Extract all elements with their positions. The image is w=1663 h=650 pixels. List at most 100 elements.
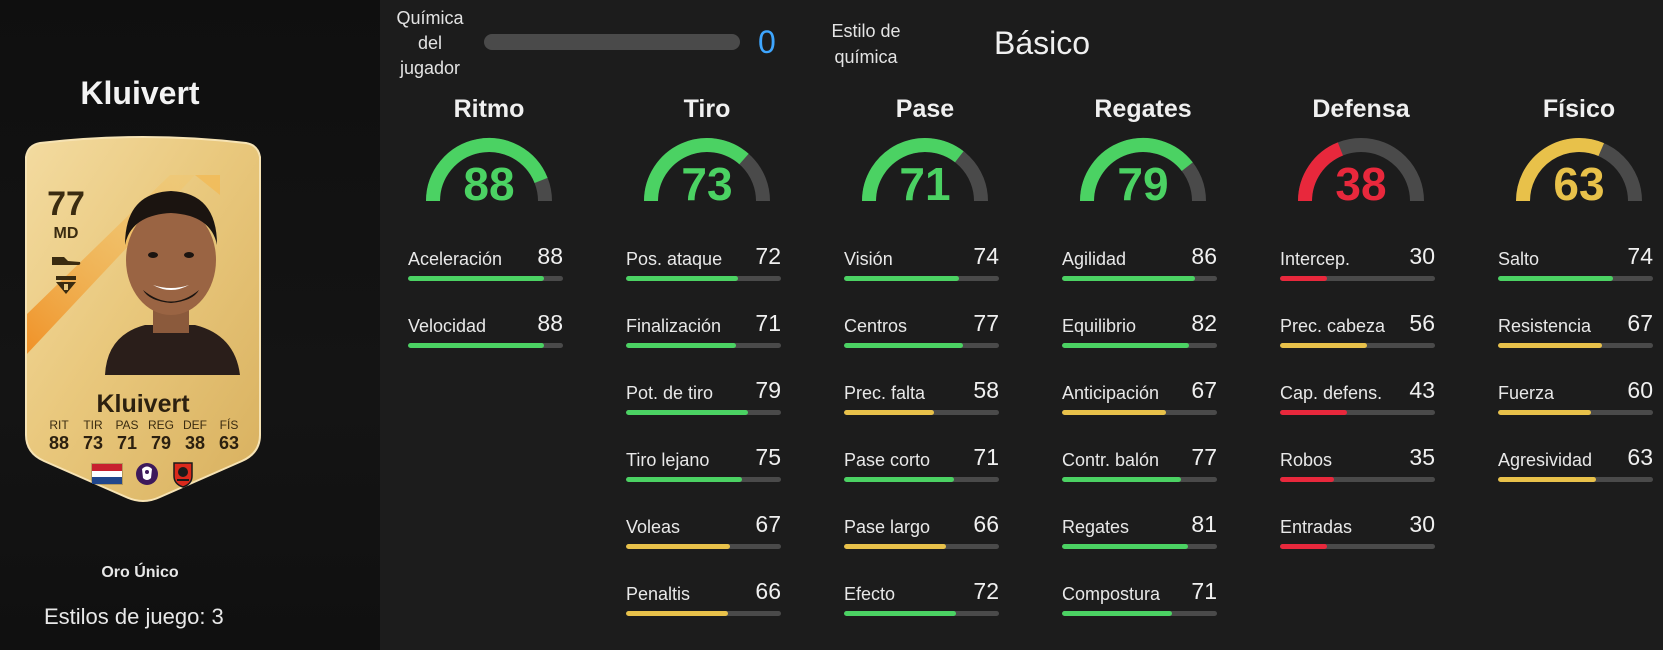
card-stat-label: FÍS bbox=[219, 418, 239, 432]
attribute-row[interactable]: Efecto 72 bbox=[844, 577, 999, 616]
attribute-row[interactable]: Pase corto 71 bbox=[844, 443, 999, 482]
attribute-row[interactable]: Regates 81 bbox=[1062, 510, 1217, 549]
attribute-bar bbox=[844, 611, 999, 616]
attribute-row[interactable]: Anticipación 67 bbox=[1062, 376, 1217, 415]
attribute-row[interactable]: Prec. cabeza 56 bbox=[1280, 309, 1435, 348]
attribute-value: 56 bbox=[1409, 310, 1435, 336]
attribute-bar bbox=[1280, 410, 1435, 415]
attribute-value: 82 bbox=[1191, 310, 1217, 336]
attribute-row[interactable]: Pot. de tiro 79 bbox=[626, 376, 781, 415]
attribute-name: Compostura bbox=[1062, 584, 1161, 604]
attribute-bar-fill bbox=[1498, 276, 1613, 281]
card-rating: 77 bbox=[47, 185, 85, 223]
attribute-name: Pase corto bbox=[844, 450, 931, 470]
attribute-row[interactable]: Voleas 67 bbox=[626, 510, 781, 549]
attribute-bar bbox=[1498, 410, 1653, 415]
attribute-row[interactable]: Cap. defens. 43 bbox=[1280, 376, 1435, 415]
card-stat-value: 63 bbox=[218, 433, 240, 453]
attribute-bar bbox=[1062, 611, 1217, 616]
attribute-row[interactable]: Entradas 30 bbox=[1280, 510, 1435, 549]
attribute-bar-fill bbox=[1062, 544, 1188, 549]
attribute-name: Aceleración bbox=[408, 249, 503, 269]
attribute-row[interactable]: Prec. falta 58 bbox=[844, 376, 999, 415]
attribute-value: 81 bbox=[1191, 511, 1217, 537]
stat-column-4: Defensa 38 bbox=[1280, 95, 1442, 211]
attribute-row[interactable]: Compostura 71 bbox=[1062, 577, 1217, 616]
category-title: Regates bbox=[1094, 95, 1192, 123]
attribute-bar-fill bbox=[844, 544, 947, 549]
category-title: Físico bbox=[1542, 95, 1616, 123]
attribute-name: Efecto bbox=[844, 584, 896, 604]
attribute-name: Agilidad bbox=[1062, 249, 1127, 269]
player-card[interactable]: 77 MD Kluivert RIT 88 TIR 73 PAS 71 REG 79 D… bbox=[20, 135, 266, 505]
attribute-row[interactable]: Agilidad 86 bbox=[1062, 242, 1217, 281]
attribute-bar-fill bbox=[626, 611, 729, 616]
attribute-value: 67 bbox=[1191, 377, 1217, 403]
card-stat-label: RIT bbox=[49, 418, 69, 432]
category-title: Ritmo bbox=[453, 95, 525, 123]
stat-column-0: Ritmo 88 bbox=[408, 95, 570, 211]
attribute-row[interactable]: Resistencia 67 bbox=[1498, 309, 1653, 348]
attribute-row[interactable]: Fuerza 60 bbox=[1498, 376, 1653, 415]
attribute-row[interactable]: Pase largo 66 bbox=[844, 510, 999, 549]
attribute-value: 75 bbox=[755, 444, 781, 470]
attribute-row[interactable]: Robos 35 bbox=[1280, 443, 1435, 482]
attribute-row[interactable]: Agresividad 63 bbox=[1498, 443, 1653, 482]
category-value: 73 bbox=[681, 158, 733, 210]
attribute-bar-fill bbox=[1280, 544, 1327, 549]
attribute-row[interactable]: Aceleración 88 bbox=[408, 242, 563, 281]
attribute-value: 71 bbox=[973, 444, 999, 470]
attribute-row[interactable]: Penaltis 66 bbox=[626, 577, 781, 616]
attribute-bar-fill bbox=[626, 276, 738, 281]
attribute-bar bbox=[626, 276, 781, 281]
attribute-row[interactable]: Pos. ataque 72 bbox=[626, 242, 781, 281]
attribute-bar bbox=[1280, 477, 1435, 482]
attribute-bar bbox=[626, 477, 781, 482]
attribute-value: 77 bbox=[973, 310, 999, 336]
stats-panel bbox=[380, 0, 1663, 650]
attribute-row[interactable]: Visión 74 bbox=[844, 242, 999, 281]
attribute-row[interactable]: Salto 74 bbox=[1498, 242, 1653, 281]
attribute-row[interactable]: Centros 77 bbox=[844, 309, 999, 348]
attribute-value: 30 bbox=[1409, 243, 1435, 269]
attribute-name: Contr. balón bbox=[1062, 450, 1160, 470]
attribute-bar bbox=[844, 410, 999, 415]
attribute-bar-fill bbox=[844, 410, 934, 415]
attribute-bar bbox=[1280, 276, 1435, 281]
category-value: 71 bbox=[899, 158, 951, 210]
card-position: MD bbox=[53, 225, 79, 242]
card-stat-label: PAS bbox=[115, 418, 139, 432]
attribute-row[interactable]: Equilibrio 82 bbox=[1062, 309, 1217, 348]
playstyles-count[interactable]: Estilos de juego: 3 bbox=[44, 604, 224, 629]
gauge-arc bbox=[644, 138, 770, 202]
attribute-name: Pot. de tiro bbox=[626, 383, 714, 403]
attribute-bar-fill bbox=[1280, 477, 1335, 482]
category-value: 88 bbox=[463, 158, 515, 210]
attribute-row[interactable]: Tiro lejano 75 bbox=[626, 443, 781, 482]
attribute-bar-fill bbox=[1280, 343, 1367, 348]
club-badge-icon bbox=[173, 462, 193, 488]
attribute-bar-fill bbox=[1062, 410, 1166, 415]
category-gauge: 63 bbox=[1513, 135, 1645, 211]
attribute-name: Cap. defens. bbox=[1280, 383, 1383, 403]
attribute-bar-fill bbox=[626, 410, 749, 415]
attribute-bar bbox=[1498, 477, 1653, 482]
gauge-arc bbox=[1080, 138, 1206, 202]
attribute-value: 88 bbox=[537, 310, 563, 336]
attribute-bar-fill bbox=[408, 276, 545, 281]
chemistry-bar bbox=[484, 34, 740, 50]
attribute-bar bbox=[626, 410, 781, 415]
attribute-row[interactable]: Contr. balón 77 bbox=[1062, 443, 1217, 482]
attribute-bar bbox=[626, 343, 781, 348]
card-stat: DEF 38 bbox=[178, 418, 212, 454]
attribute-row[interactable]: Finalización 71 bbox=[626, 309, 781, 348]
attribute-row[interactable]: Velocidad 88 bbox=[408, 309, 563, 348]
attribute-row[interactable]: Intercep. 30 bbox=[1280, 242, 1435, 281]
attribute-value: 71 bbox=[1191, 578, 1217, 604]
chemistry-style-value[interactable]: Básico bbox=[994, 25, 1091, 61]
attribute-name: Pos. ataque bbox=[626, 249, 723, 269]
card-badges bbox=[20, 460, 266, 488]
attribute-value: 30 bbox=[1409, 511, 1435, 537]
attribute-value: 72 bbox=[973, 578, 999, 604]
gauge-fill bbox=[644, 138, 749, 202]
